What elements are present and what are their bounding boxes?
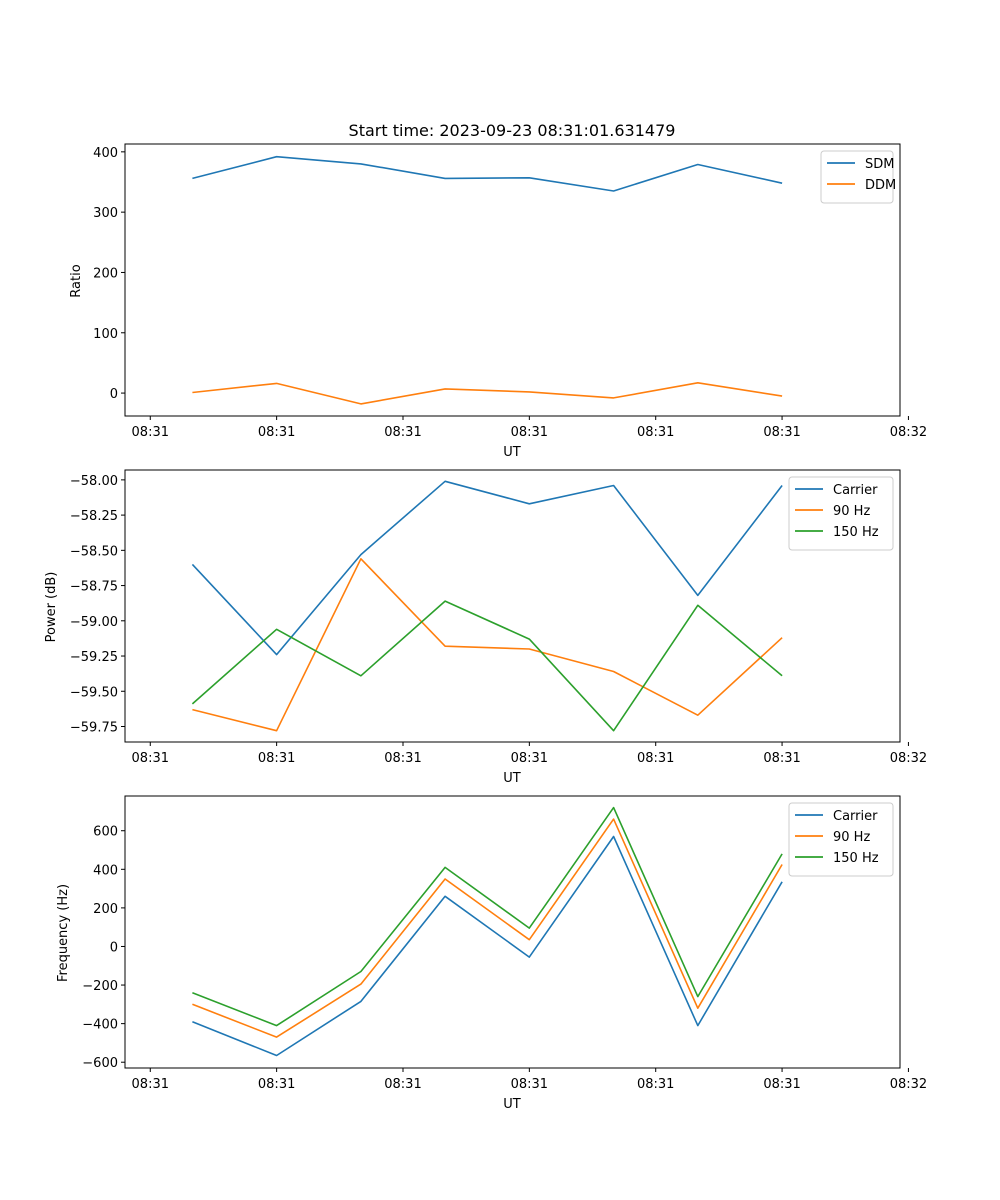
legend: Carrier 90 Hz 150 Hz	[788, 802, 894, 877]
y-tick-label: −58.50	[70, 544, 118, 559]
plot-frame	[124, 469, 901, 743]
y-tick-label: −59.75	[70, 720, 118, 735]
y-axis-label: Power (dB)	[44, 572, 59, 643]
power-panel: UT Power (dB) 08:31 08:31 08:31 08:31 08:31 0…	[44, 469, 927, 786]
x-tick-label: 08:31	[637, 751, 674, 766]
x-tick-label: 08:31	[384, 1077, 421, 1092]
x-tick-label: 08:31	[511, 1077, 548, 1092]
legend: Carrier 90 Hz 150 Hz	[788, 476, 894, 551]
series-line-150-hz	[192, 806, 783, 1027]
x-axis-label: UT	[503, 1097, 521, 1112]
y-tick-label: −58.00	[70, 474, 118, 489]
y-tick-label: 600	[93, 825, 118, 840]
x-tick-label: 08:31	[384, 425, 421, 440]
y-tick-label: 200	[93, 902, 118, 917]
y-tick-label: 400	[93, 146, 118, 161]
legend-label: DDM	[865, 178, 896, 193]
series-line-150-hz	[191, 600, 783, 732]
y-tick-label: 100	[93, 327, 118, 342]
y-tick-label: 0	[110, 940, 118, 955]
x-tick-label: 08:31	[132, 751, 169, 766]
y-tick-label: −59.25	[70, 650, 118, 665]
x-tick-label: 08:31	[132, 1077, 169, 1092]
series-line-sdm	[192, 155, 783, 192]
x-tick-label: 08:31	[258, 1077, 295, 1092]
x-tick-label: 08:31	[511, 751, 548, 766]
x-tick-label: 08:31	[763, 425, 800, 440]
x-axis-label: UT	[503, 445, 521, 460]
x-tick-label: 08:31	[637, 425, 674, 440]
y-tick-label: 300	[93, 206, 118, 221]
legend: SDM DDM	[820, 150, 896, 204]
legend-label: 90 Hz	[833, 504, 870, 519]
legend-label: 150 Hz	[833, 851, 879, 866]
frequency-panel: UT Frequency (Hz) 08:31 08:31 08:31 08:31 08…	[56, 795, 927, 1112]
x-tick-label: 08:31	[763, 1077, 800, 1092]
y-tick-label: −58.25	[70, 509, 118, 524]
series-line-carrier	[192, 835, 783, 1057]
legend-label: 150 Hz	[833, 525, 879, 540]
ratio-panel: Start time: 2023-09-23 08:31:01.631479 U…	[69, 121, 927, 460]
y-tick-label: −200	[82, 979, 118, 994]
x-tick-label: 08:31	[511, 425, 548, 440]
series-line-90-hz	[192, 818, 783, 1038]
x-tick-label: 08:32	[890, 1077, 927, 1092]
x-tick-label: 08:32	[890, 425, 927, 440]
legend-label: SDM	[865, 157, 894, 172]
legend-label: Carrier	[833, 809, 878, 824]
y-tick-label: −600	[82, 1056, 118, 1071]
y-axis-label: Ratio	[69, 264, 84, 297]
y-tick-label: 0	[110, 387, 118, 402]
legend-label: Carrier	[833, 483, 878, 498]
chart-title: Start time: 2023-09-23 08:31:01.631479	[349, 121, 676, 140]
x-axis-label: UT	[503, 771, 521, 786]
x-tick-label: 08:31	[637, 1077, 674, 1092]
y-tick-label: −58.75	[70, 580, 118, 595]
legend-box	[820, 150, 894, 204]
y-tick-label: 200	[93, 266, 118, 281]
x-tick-label: 08:31	[258, 425, 295, 440]
y-tick-label: −59.00	[70, 615, 118, 630]
x-tick-label: 08:31	[384, 751, 421, 766]
legend-label: 90 Hz	[833, 830, 870, 845]
x-tick-label: 08:31	[763, 751, 800, 766]
y-tick-label: −59.50	[70, 685, 118, 700]
x-tick-label: 08:32	[890, 751, 927, 766]
plot-frame	[124, 795, 901, 1069]
y-tick-label: −400	[82, 1018, 118, 1033]
y-tick-label: 400	[93, 863, 118, 878]
series-line-ddm	[192, 381, 783, 405]
x-tick-label: 08:31	[132, 425, 169, 440]
y-axis-label: Frequency (Hz)	[56, 884, 71, 982]
x-tick-label: 08:31	[258, 751, 295, 766]
series-line-90-hz	[192, 557, 783, 732]
plot-frame	[124, 143, 901, 417]
